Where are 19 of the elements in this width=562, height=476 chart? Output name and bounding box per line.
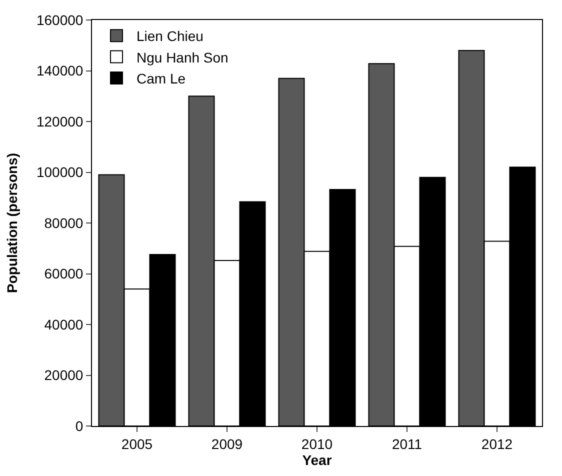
legend-label: Lien Chieu <box>136 28 204 44</box>
x-tick-label: 2010 <box>301 436 333 452</box>
y-tick-label: 40000 <box>44 316 84 332</box>
y-tick-label: 140000 <box>36 62 84 79</box>
x-tick-label: 2009 <box>211 436 243 452</box>
y-tick-label: 100000 <box>36 164 84 180</box>
y-tick-label: 80000 <box>44 214 84 231</box>
y-tick-label: 120000 <box>36 113 84 130</box>
x-tick-label: 2012 <box>481 436 513 452</box>
y-axis-title: Population (persons) <box>4 153 20 293</box>
legend-label: Cam Le <box>136 70 186 86</box>
y-tick-label: 60000 <box>44 266 84 282</box>
y-tick-label: 160000 <box>36 12 84 28</box>
legend-label: Ngu Hanh Son <box>136 49 228 66</box>
x-axis-title: Year <box>302 452 332 468</box>
x-tick-label: 2005 <box>121 436 153 452</box>
y-tick-label: 0 <box>75 418 84 434</box>
y-tick-label: 20000 <box>44 367 84 384</box>
x-tick-label: 2011 <box>392 436 422 452</box>
